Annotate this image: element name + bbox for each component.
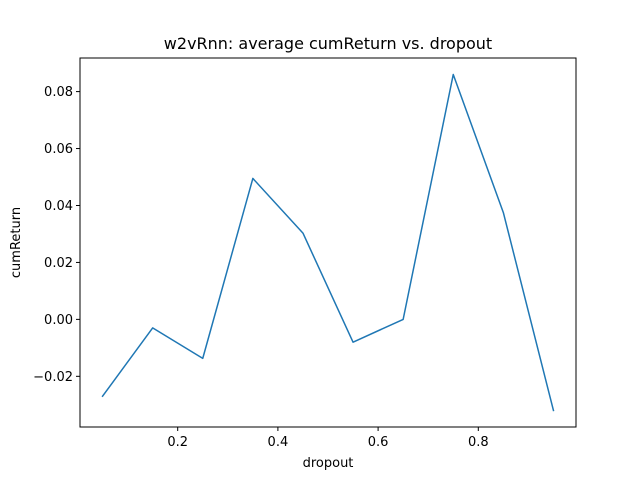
x-axis-label: dropout: [303, 456, 354, 471]
x-axis: 0.2 0.4 0.6 0.8: [167, 427, 489, 450]
chart-title: w2vRnn: average cumReturn vs. dropout: [164, 34, 492, 53]
y-tick-label: 0.00: [44, 313, 73, 328]
plot-area: [101, 73, 555, 412]
y-axis: −0.02 0.00 0.02 0.04 0.06 0.08: [33, 85, 80, 385]
axes-frame: [79, 57, 577, 428]
y-tick-label: 0.02: [44, 256, 73, 271]
y-axis-label: cumReturn: [9, 207, 24, 278]
x-tick-label: 0.2: [167, 435, 188, 450]
series-line-0: [101, 73, 555, 412]
y-tick-label: 0.06: [44, 142, 73, 157]
x-tick-label: 0.4: [268, 435, 289, 450]
y-tick-label: 0.04: [44, 199, 73, 214]
x-tick-label: 0.6: [368, 435, 389, 450]
y-tick-label: 0.08: [44, 85, 73, 100]
y-tick-label: −0.02: [33, 370, 73, 385]
x-tick-label: 0.8: [468, 435, 489, 450]
